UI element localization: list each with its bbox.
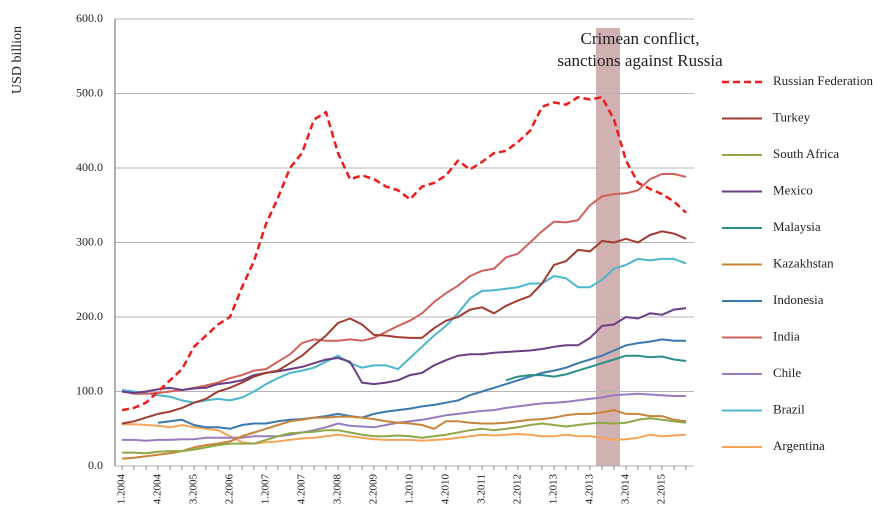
x-tick-label: 1.2010 bbox=[404, 474, 416, 505]
series-line bbox=[505, 354, 687, 382]
x-tick-label: 3.2014 bbox=[620, 474, 632, 505]
y-tick-label: 300.0 bbox=[76, 234, 103, 248]
legend-label: Russian Federation bbox=[773, 73, 874, 88]
y-tick-label: 500.0 bbox=[76, 85, 103, 99]
series-line bbox=[121, 307, 687, 394]
x-tick-label: 2.2012 bbox=[512, 474, 524, 504]
y-tick-label: 400.0 bbox=[76, 160, 103, 174]
y-tick-label: 200.0 bbox=[76, 309, 103, 323]
series-line bbox=[157, 338, 686, 430]
series-line bbox=[122, 423, 687, 445]
legend-label: Indonesia bbox=[773, 292, 824, 307]
x-tick-label: 4.2004 bbox=[152, 474, 164, 505]
annotation-band bbox=[596, 28, 620, 466]
x-tick-label: 1.2013 bbox=[548, 474, 560, 505]
series-line bbox=[121, 409, 687, 460]
x-tick-label: 3.2011 bbox=[476, 474, 488, 504]
x-tick-label: 3.2008 bbox=[332, 474, 344, 505]
legend-label: Brazil bbox=[773, 401, 805, 416]
series-line bbox=[121, 173, 687, 395]
series-line bbox=[121, 257, 687, 404]
x-tick-label: 4.2013 bbox=[584, 474, 596, 505]
legend-label: South Africa bbox=[773, 146, 839, 161]
legend-label: Kazakhstan bbox=[773, 255, 834, 270]
annotation-text: Crimean conflict, bbox=[581, 29, 700, 48]
x-tick-label: 1.2004 bbox=[116, 474, 128, 505]
series-line bbox=[122, 392, 686, 442]
legend-label: Argentina bbox=[773, 438, 825, 453]
y-tick-label: 0.0 bbox=[88, 458, 103, 472]
legend-label: India bbox=[773, 328, 800, 343]
legend-label: Mexico bbox=[773, 182, 813, 197]
y-axis-label: USD billion bbox=[10, 26, 25, 94]
x-tick-label: 4.2007 bbox=[296, 474, 308, 505]
series-line bbox=[121, 230, 687, 425]
series-line bbox=[121, 95, 687, 412]
legend-label: Malaysia bbox=[773, 219, 821, 234]
legend-label: Chile bbox=[773, 365, 801, 380]
x-tick-label: 1.2007 bbox=[260, 474, 272, 505]
x-tick-label: 2.2015 bbox=[656, 474, 668, 505]
x-tick-label: 3.2005 bbox=[188, 474, 200, 505]
x-tick-label: 2.2009 bbox=[368, 474, 380, 505]
x-tick-label: 2.2006 bbox=[224, 474, 236, 505]
legend-label: Turkey bbox=[773, 109, 811, 124]
series-line bbox=[122, 417, 687, 455]
y-tick-label: 600.0 bbox=[76, 11, 103, 25]
annotation-text: sanctions against Russia bbox=[557, 51, 723, 70]
x-tick-label: 4.2010 bbox=[440, 474, 452, 505]
y-tick-label: 100.0 bbox=[76, 383, 103, 397]
